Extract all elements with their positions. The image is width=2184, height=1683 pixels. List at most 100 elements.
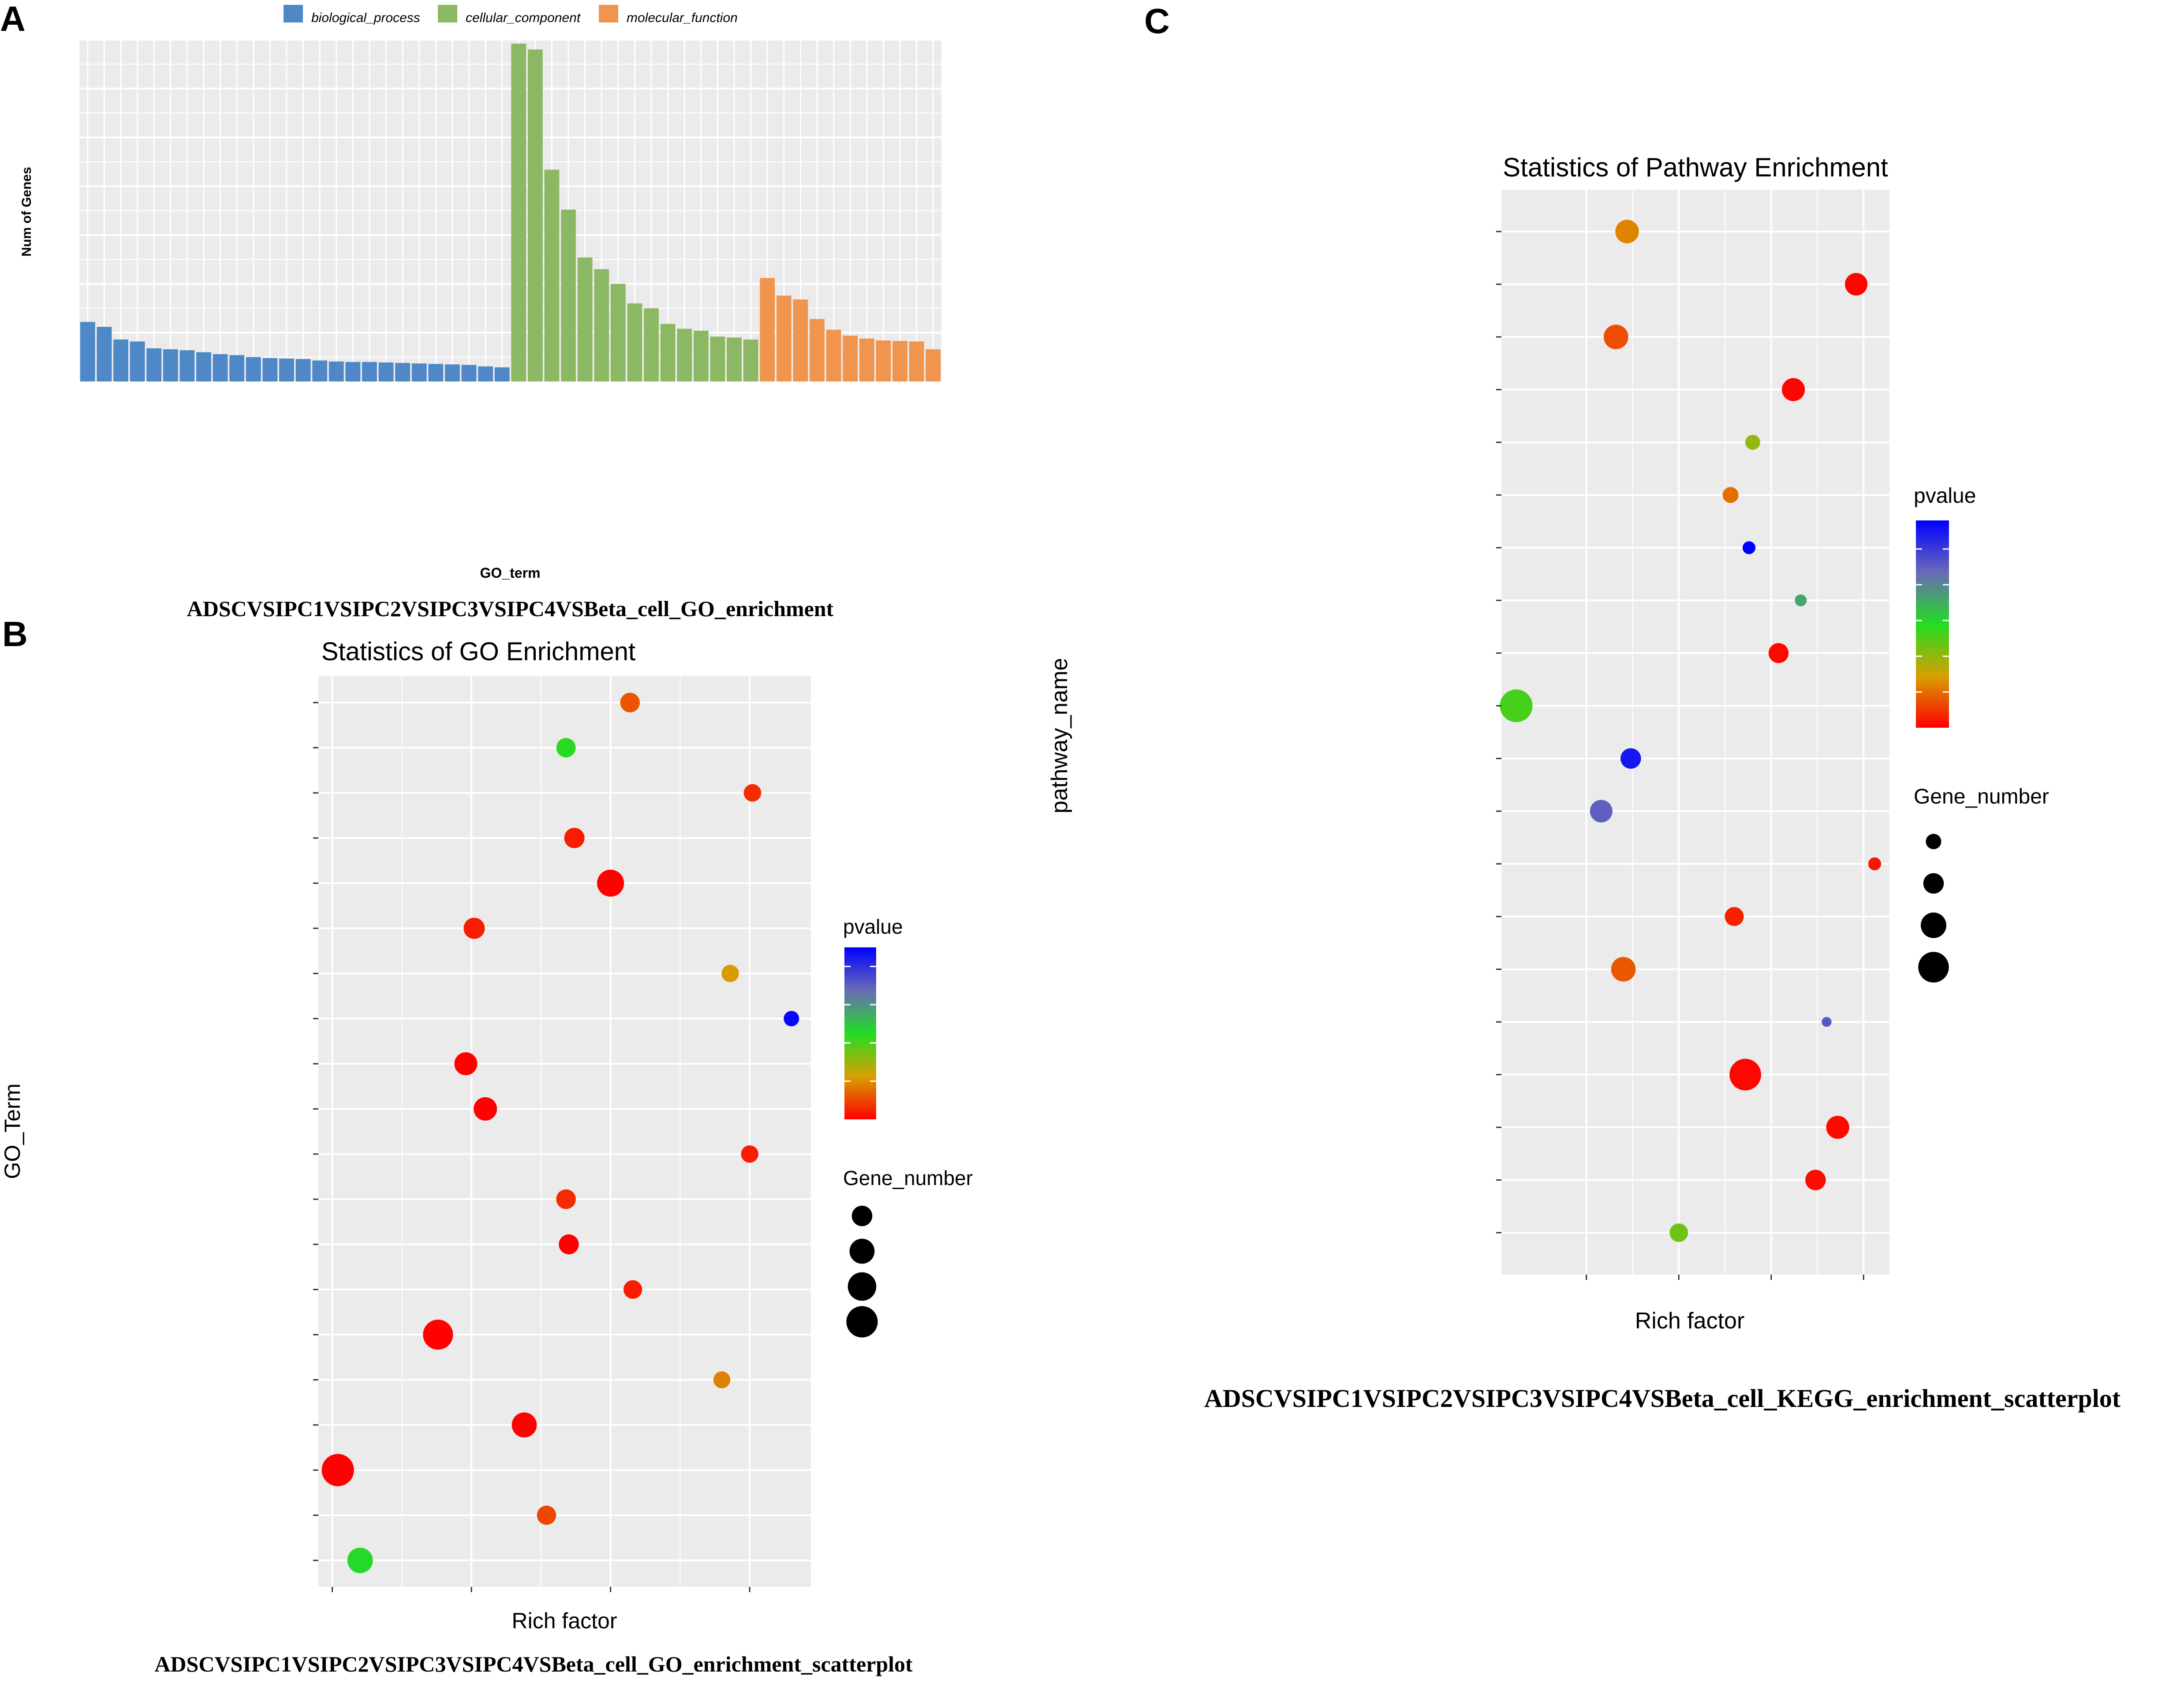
panel-b-plot-background xyxy=(318,676,811,1587)
bar-biological-process-positive-regulation-of-transcription-by-rna-polymerase-ii xyxy=(97,327,112,381)
point-nucleoplasm xyxy=(597,869,624,897)
bar-cellular-component-endoplasmic-reticulum-membrane xyxy=(743,339,758,381)
point-mitophagy-animal xyxy=(1795,594,1807,606)
panel-c-size-entries xyxy=(1918,834,1949,983)
panel-c-title: Statistics of Pathway Enrichment xyxy=(1503,153,1888,182)
panel-c-letter: C xyxy=(1144,1,1170,41)
bar-biological-process-inflammatory-response xyxy=(494,367,510,381)
panel-a-gridlines xyxy=(79,39,941,382)
panel-b-gridlines xyxy=(318,676,811,1587)
panel-c-x-axis-label: Rich factor xyxy=(1635,1308,1745,1334)
point-micrornas-in-cancer xyxy=(1768,643,1789,663)
bar-cellular-component-nucleolus xyxy=(693,330,709,381)
point-identical-protein-binding xyxy=(556,1189,576,1209)
bar-biological-process-regulation-of-transcription-by-rna-polymerase-ii xyxy=(295,359,311,381)
bar-molecular-function-nucleic-acid-binding xyxy=(843,335,858,381)
legend-label-molecular-function: molecular_function xyxy=(627,11,738,25)
panel-c-size-legend-title: Gene_number xyxy=(1914,785,2049,808)
panel-b: B Statistics of GO Enrichment Rich facto… xyxy=(0,614,973,1676)
bar-molecular-function-molecular-function xyxy=(926,349,941,381)
bar-biological-process-small-gtpase-mediated-signal-transduction xyxy=(395,363,411,381)
point-mapk-signaling-pathway xyxy=(1500,689,1533,722)
point-perinuclear-region-of-cytoplasm xyxy=(564,828,585,849)
bar-cellular-component-extracellular-space xyxy=(660,324,676,381)
point-lysosomal-membrane xyxy=(741,1145,758,1163)
panel-b-letter: B xyxy=(2,614,28,654)
bar-cellular-component-cytosol xyxy=(610,284,626,381)
bar-cellular-component-cytoplasm xyxy=(544,169,560,381)
point-ubiquitin-mediated-proteolysis xyxy=(1615,220,1639,243)
bar-molecular-function-identical-protein-binding xyxy=(876,340,891,381)
panel-a-legend: biological_process cellular_component mo… xyxy=(284,5,738,25)
panel-b-color-bar xyxy=(844,947,876,1119)
point-ampk-signaling-pathway xyxy=(1669,1223,1688,1242)
panel-b-color-legend: pvalue xyxy=(843,915,903,1119)
size-legend-dot xyxy=(1918,952,1949,983)
point-nuclear-membrane xyxy=(721,965,739,982)
point-rna-transport xyxy=(1603,325,1628,349)
bar-biological-process-positive-regulation-of-apoptotic-process xyxy=(411,363,427,381)
bar-biological-process-positive-regulation-of-gtpase-activity xyxy=(163,349,178,381)
point-cytoplasm xyxy=(321,1454,354,1486)
panel-b-size-legend-title: Gene_number xyxy=(843,1167,973,1189)
point-p53-signaling-pathway xyxy=(1742,541,1756,554)
point-autophagy-animal xyxy=(1805,1170,1826,1190)
point-positive-regulation-of-cell-migration xyxy=(743,784,762,802)
size-legend-dot xyxy=(851,1205,873,1227)
panel-b-caption: ADSCVSIPC1VSIPC2VSIPC3VSIPC4VSBeta_cell_… xyxy=(154,1652,913,1676)
panel-c-color-bar xyxy=(1916,520,1949,728)
bar-molecular-function-atp-binding xyxy=(760,278,775,381)
point-focal-adhesion xyxy=(623,1280,642,1299)
bar-biological-process-apoptotic-process xyxy=(213,354,228,381)
bar-molecular-function-rna-binding-transcription-factor-activity xyxy=(909,341,924,381)
bar-biological-process-transcription-dna-templated xyxy=(146,348,162,381)
panel-c-color-legend: pvalue xyxy=(1914,484,1976,728)
panel-c-caption: ADSCVSIPC1VSIPC2VSIPC3VSIPC4VSBeta_cell_… xyxy=(1204,1384,2121,1413)
bar-cellular-component-integral-component-of-plasma-membrane xyxy=(710,337,725,381)
bar-biological-process-intracellular-signal-transduction xyxy=(262,358,278,381)
point-endocytosis xyxy=(1729,1058,1762,1091)
size-legend-dot xyxy=(846,1306,878,1338)
legend-label-cellular-component: cellular_component xyxy=(466,11,581,25)
point-hepatitis-b xyxy=(1725,907,1744,926)
size-legend-dot xyxy=(1926,834,1941,849)
bar-biological-process-intracellular-protein-transport xyxy=(444,364,460,381)
point-centrosome xyxy=(537,1505,556,1525)
panel-b-title: Statistics of GO Enrichment xyxy=(321,637,635,666)
panel-c-size-legend: Gene_number xyxy=(1914,785,2049,983)
panel-c-y-tick-labels xyxy=(1496,231,1501,1234)
point-cytosol xyxy=(511,1412,537,1438)
bar-cellular-component-integral-component-of-membrane xyxy=(511,43,526,382)
point-ubiquitin-protein-ligase-binding xyxy=(620,692,640,713)
bar-molecular-function-zinc-ion-binding xyxy=(793,299,808,381)
bar-biological-process-negative-regulation-of-apoptotic-process xyxy=(362,362,377,381)
panel-b-y-tick-labels xyxy=(313,702,318,1561)
bar-biological-process-negative-regulation-of-transcription-by-rna-polymerase-ii xyxy=(113,339,128,381)
point-epstein-barr-virus-infection xyxy=(1611,957,1636,982)
bar-biological-process-translation xyxy=(478,366,493,381)
bar-cellular-component-membrane xyxy=(627,303,642,381)
size-legend-dot xyxy=(1921,913,1946,938)
bar-molecular-function-metal-ion-binding xyxy=(776,295,791,381)
panel-c-plot-background xyxy=(1501,190,1889,1275)
panel-c-gridlines xyxy=(1501,190,1889,1275)
point-mrna-splicing-via-spliceosome xyxy=(784,1011,799,1027)
panel-b-size-legend: Gene_number xyxy=(843,1167,973,1338)
legend-swatch-molecular-function xyxy=(599,5,618,22)
panel-c-x-tick-labels xyxy=(1586,1275,1864,1280)
point-spliceosome xyxy=(1845,273,1868,296)
point-protein-processing-in-endoplasmic-reticulum xyxy=(1781,378,1805,401)
bar-biological-process-positive-regulation-of-cell-proliferation xyxy=(329,361,344,381)
legend-swatch-biological-process xyxy=(284,5,303,22)
panel-b-color-legend-title: pvalue xyxy=(843,915,903,938)
bar-biological-process-protein-transport xyxy=(312,360,328,381)
panel-b-size-entries xyxy=(846,1205,878,1338)
bar-biological-process-protein-phosphorylation xyxy=(229,355,245,381)
bar-cellular-component-mitochondrion xyxy=(644,308,659,381)
point-golgi-apparatus xyxy=(559,1234,579,1255)
bar-cellular-component-nucleoplasm xyxy=(577,257,593,381)
point-extracellular-exosome xyxy=(423,1320,453,1350)
panel-c: C Statistics of Pathway Enrichment Rich … xyxy=(1047,1,2121,1413)
point-cellular-senescence xyxy=(1826,1115,1849,1139)
bar-biological-process-negative-regulation-of-cell-proliferation xyxy=(428,364,444,381)
